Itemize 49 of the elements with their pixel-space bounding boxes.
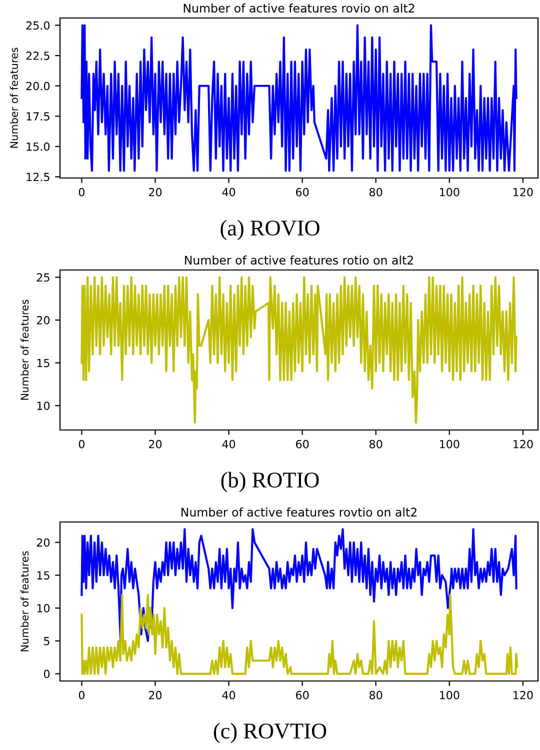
y-tick-label: 5: [44, 637, 50, 646]
x-tick-label: 20: [148, 690, 162, 700]
text: (b) ROTIO: [221, 472, 319, 492]
line-series: [80, 594, 518, 675]
y-axis-title: Number of features: [20, 300, 29, 400]
x-tick-label: 80: [370, 188, 382, 196]
x-tick-label: 120: [514, 690, 533, 700]
y-tick-label: 20.0: [26, 82, 50, 90]
x-tick-label: 20: [148, 188, 162, 196]
x-tick-label: 0: [78, 440, 84, 448]
y-tick-label: 12.5: [26, 172, 50, 182]
x-tick-label: 40: [222, 690, 236, 700]
y-tick-label: 15: [37, 358, 50, 368]
y-tick-label: 17.5: [26, 112, 50, 121]
y-tick-label: 15.0: [26, 142, 50, 151]
chart-title: Number of active features rovio on alt2: [184, 3, 414, 13]
y-tick-label: 0: [44, 670, 50, 678]
text: (c) ROVTIO: [214, 722, 326, 744]
y-tick-label: 25.0: [26, 21, 50, 30]
line-series: [80, 24, 518, 172]
y-axis-title: Number of features: [10, 48, 18, 148]
x-tick-label: 100: [440, 690, 460, 700]
x-tick-label: 40: [222, 188, 236, 196]
chart-title: Number of active features rotio on alt2: [185, 255, 413, 265]
x-tick-label: 20: [148, 440, 162, 448]
y-tick-label: 10: [37, 402, 50, 410]
x-tick-label: 80: [370, 690, 382, 700]
x-tick-label: 0: [78, 188, 84, 196]
x-tick-label: 40: [222, 440, 236, 448]
y-tick-label: 10: [37, 604, 50, 612]
line-series: [80, 528, 518, 642]
x-tick-label: 80: [370, 440, 382, 448]
y-tick-label: 15: [37, 571, 50, 580]
y-axis-title: Number of features: [20, 551, 29, 652]
text: (a) ROVIO: [220, 220, 320, 240]
y-tick-label: 20: [36, 316, 50, 324]
x-tick-label: 0: [78, 690, 84, 700]
chart-title: Number of active features rovtio on alt2: [182, 507, 416, 517]
x-tick-label: 120: [514, 188, 533, 196]
y-tick-label: 20: [36, 538, 50, 547]
x-tick-label: 120: [514, 440, 533, 448]
x-tick-label: 60: [296, 440, 309, 448]
x-tick-label: 60: [296, 188, 309, 196]
x-tick-label: 100: [440, 440, 460, 448]
x-tick-label: 100: [440, 188, 460, 196]
line-series: [80, 276, 518, 424]
y-tick-label: 25: [36, 273, 50, 282]
x-tick-label: 60: [296, 690, 309, 700]
y-tick-label: 22.5: [26, 52, 50, 60]
